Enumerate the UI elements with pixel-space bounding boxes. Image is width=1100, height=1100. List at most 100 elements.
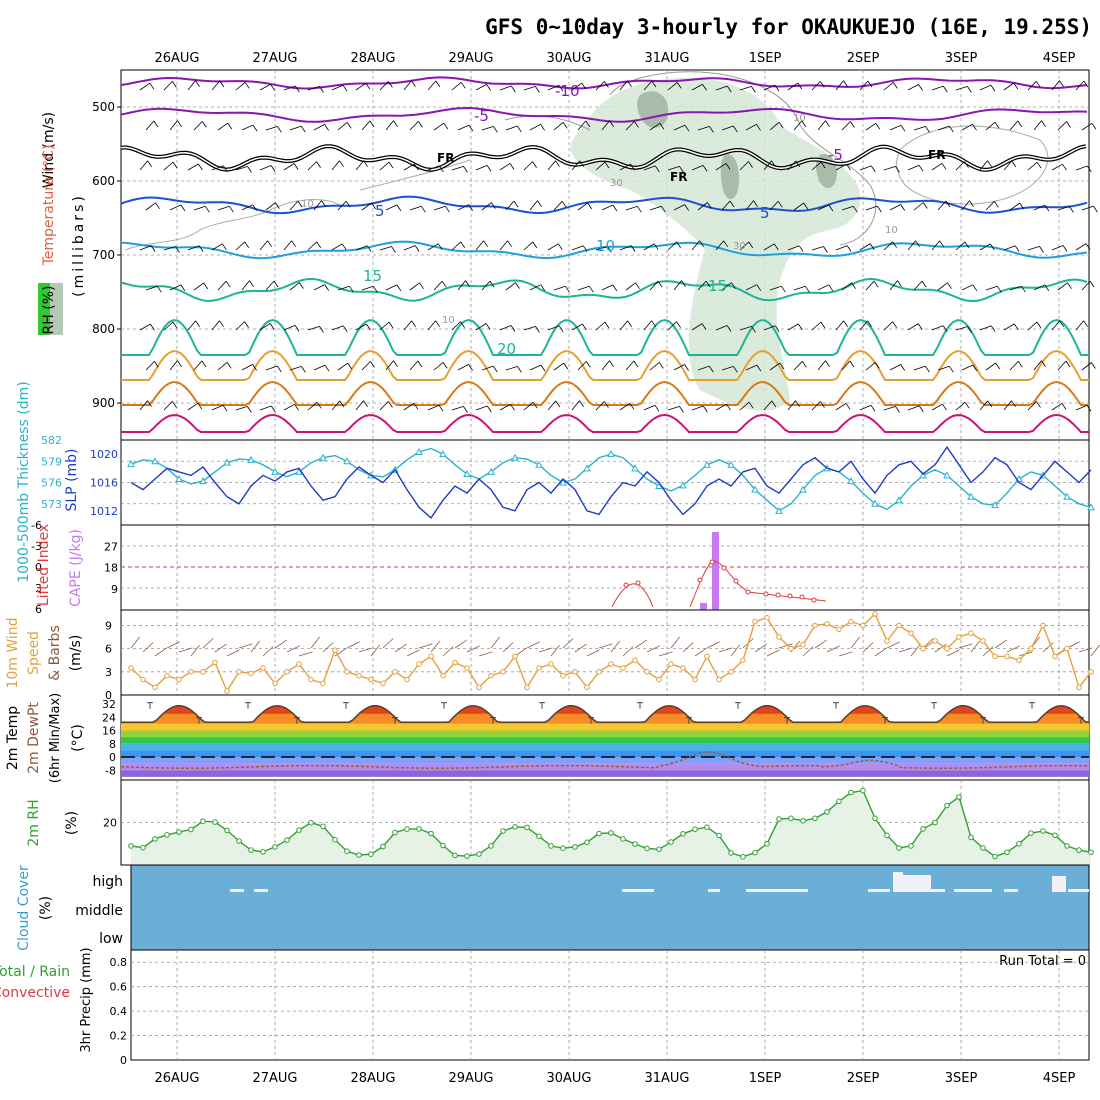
thickness-point [511,453,519,461]
wind-barb [1003,82,1015,91]
rh2m-point [872,815,878,822]
wind-barb [571,160,581,171]
wind-barb-flag [460,321,465,328]
wind-barb-flag [460,241,466,249]
wind-barb [817,204,830,211]
rh2m-point [632,841,638,847]
thickness-point [439,450,447,458]
wind-barb [1033,120,1042,131]
wind-barb [289,200,299,211]
wind10m-point [620,665,626,671]
wind-barb [355,323,367,331]
wind-barb-flag [701,323,707,330]
wind-barb [913,202,924,211]
wind-barb-flag [555,160,560,167]
rh2m-point [380,843,386,850]
wind-barb [427,165,440,171]
wind-barb [763,325,776,331]
wind-barb-flag [867,320,872,327]
thickness-ticks: 582 579 576 573 1020 1016 1012 [41,434,118,518]
rh2m-point [428,830,434,837]
wind-barb-flag [1091,123,1097,130]
wind-barb [403,402,415,411]
wind-barb [730,644,741,657]
wind-barb-flag [540,284,546,291]
wind-barb-flag [843,320,849,328]
wind-barb [1078,647,1093,653]
wind10m-point [536,665,542,671]
wind-barb-flag [345,200,351,208]
wind-barb [142,642,154,653]
rh2m-point [392,829,398,836]
wind-barb [1033,360,1042,371]
label-rh10-b: 10 [793,113,806,124]
wind-barb-flag [967,86,972,93]
wind-barb-flag [363,160,369,168]
wind-barb [337,362,349,371]
wind-barb [811,401,821,411]
wind10m-point [164,672,170,679]
wind-barb-flag [773,243,779,251]
thickness-point [127,460,135,468]
wind-barb-flag [563,362,569,370]
lifted-index-curve-1 [611,583,654,608]
rh2m-point [1004,849,1010,856]
wind-barb-flag [895,406,900,413]
legend-rh2m: 2m RH [26,799,42,846]
temp-band [121,763,1089,771]
thickness-point [343,457,351,465]
rh2m-point [296,827,302,833]
wind-barb [1081,205,1094,211]
wind-barb [433,122,445,131]
wind-barb-flag [922,202,928,209]
rh2m-point [560,845,566,852]
wind-barb-flag [633,360,639,368]
wind-barb-flag [180,204,186,212]
wind-barb [937,200,947,211]
precip-tick: 0.8 [110,956,128,969]
wind-barb [595,81,605,91]
wind-barb [937,282,948,291]
wind-barb-flag [227,122,233,130]
wind-barb [841,205,854,211]
wind-barb [601,204,614,211]
wind-barb [883,241,893,251]
wind-barb [307,326,320,331]
rh2m-point [776,816,782,822]
wind-barb [739,241,750,251]
wind-barb-flag [463,406,468,413]
wind-barb [646,645,660,653]
wind-barb-flag [612,284,618,292]
wind-barb-flag [637,206,642,213]
wind-barb [634,639,647,649]
wind-barb-flag [629,403,635,410]
wind-barb-flag [421,206,426,213]
wind10m-speed-series [128,611,1094,694]
wind-barb [163,161,174,171]
wind-barb [691,405,704,411]
li-point [721,565,727,571]
wind-barb [361,361,371,371]
temp-tick: 16 [102,725,116,738]
label-fr-3: FR [928,148,945,162]
wind-barb-flag [370,361,375,368]
wind-barb [670,636,681,649]
thickness-point [775,506,783,514]
wind-barb [1027,81,1037,91]
thickness-point [1087,503,1095,511]
wind-barb-flag [798,245,804,252]
wind10m-point [368,676,374,683]
wind-barb [835,80,844,91]
wind-barb [610,640,621,653]
date-label-bottom: 27AUG [252,1071,297,1086]
wind-barb-flag [347,362,353,370]
date-label-top: 1SEP [749,51,782,66]
li-point [799,594,805,600]
wind-barb [955,326,968,331]
cloud-level-high: high [92,874,123,890]
thickness-slp-panel: 582 579 576 573 1020 1016 1012 1000-500mb Thic… [16,381,1095,583]
wind-barb-flag [627,80,632,87]
wind-barb [673,124,686,131]
temperature-contour [120,277,1088,303]
wind-barb-flag [516,125,522,133]
